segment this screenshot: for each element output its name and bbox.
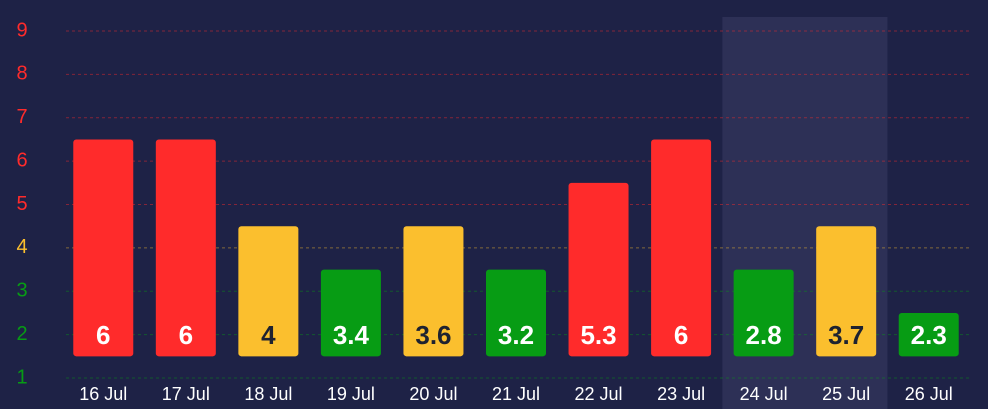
data-label: 2.3: [911, 320, 947, 350]
x-tick-label: 16 Jul: [79, 384, 127, 404]
data-label: 6: [674, 320, 688, 350]
x-tick-label: 18 Jul: [244, 384, 292, 404]
y-tick-label: 5: [16, 193, 27, 215]
data-label: 6: [179, 320, 193, 350]
bar: [403, 226, 464, 357]
y-tick-label: 1: [16, 366, 27, 388]
bar: [898, 312, 959, 357]
x-tick-label: 21 Jul: [492, 384, 540, 404]
y-tick-label: 3: [16, 280, 27, 302]
bar: [651, 139, 712, 357]
x-tick-label: 20 Jul: [409, 384, 457, 404]
data-label: 3.7: [828, 320, 864, 350]
x-tick-label: 17 Jul: [162, 384, 210, 404]
bar: [155, 139, 216, 357]
data-label: 6: [96, 320, 110, 350]
y-tick-label: 4: [16, 236, 27, 258]
x-tick-label: 25 Jul: [822, 384, 870, 404]
y-tick-label: 6: [16, 149, 27, 171]
bar: [733, 269, 794, 357]
data-label: 2.8: [746, 320, 782, 350]
bar: [238, 226, 299, 357]
x-tick-label: 22 Jul: [575, 384, 623, 404]
x-tick-label: 23 Jul: [657, 384, 705, 404]
bar: [73, 139, 134, 357]
bar: [320, 269, 381, 357]
data-label: 5.3: [580, 320, 616, 350]
data-label: 4: [261, 320, 276, 350]
y-tick-label: 9: [16, 19, 27, 41]
x-tick-label: 24 Jul: [740, 384, 788, 404]
data-label: 3.2: [498, 320, 534, 350]
bar: [568, 182, 629, 357]
y-tick-label: 7: [16, 106, 27, 128]
bar: [486, 269, 546, 357]
y-tick-label: 8: [16, 63, 27, 85]
y-tick-label: 2: [16, 323, 27, 345]
x-tick-label: 19 Jul: [327, 384, 375, 404]
bar: [816, 226, 877, 357]
x-tick-label: 26 Jul: [905, 384, 953, 404]
data-label: 3.4: [333, 320, 370, 350]
data-label: 3.6: [415, 320, 451, 350]
